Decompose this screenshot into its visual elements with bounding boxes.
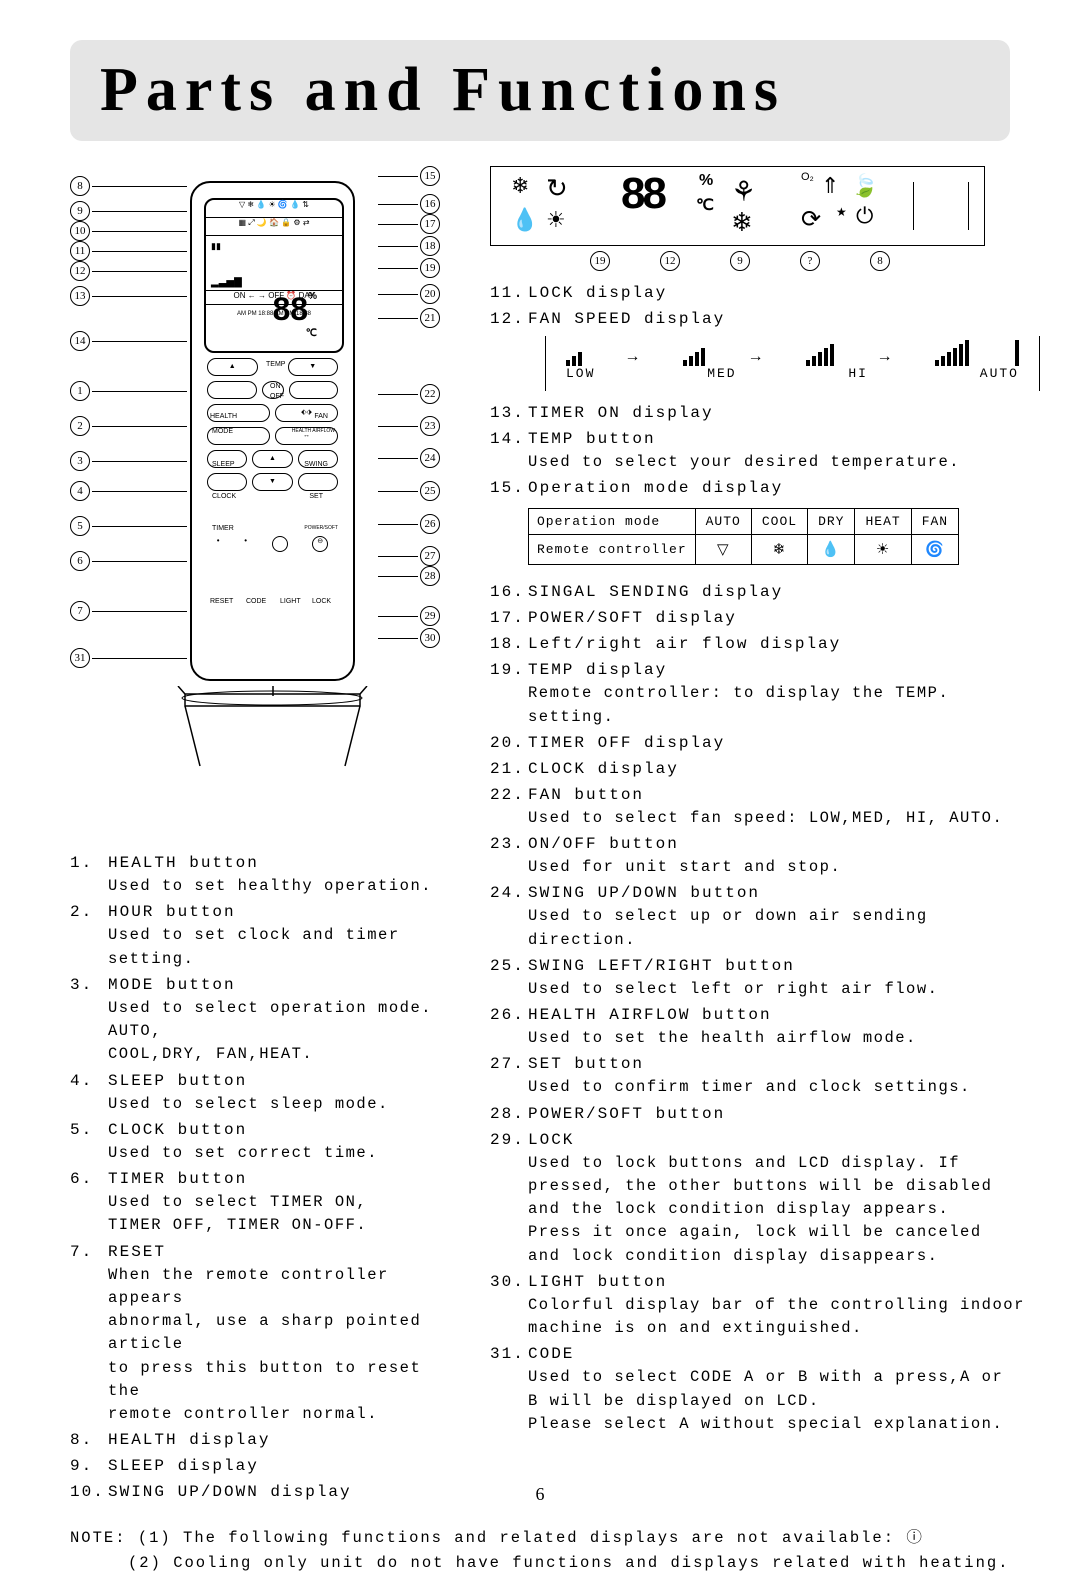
list-item: 26.HEALTH AIRFLOW buttonUsed to set the … [490, 1003, 1040, 1050]
list-item: 13.TIMER ON display [490, 401, 1040, 425]
right-list: 16.SINGAL SENDING display17.POWER/SOFT d… [490, 580, 1040, 1436]
list-item: 23.ON/OFF buttonUsed for unit start and … [490, 832, 1040, 879]
title-bar: Parts and Functions [70, 40, 1010, 141]
right-column: ❄ ↻ 💧 ☀ 88 % ℃ ⚘ ❄ O₂ ⇑ 🍃 ⟳ ★ ⏻ 19129?8 … [490, 166, 1040, 1506]
list-item: 18.Left/right air flow display [490, 632, 1040, 656]
lcd-callouts: 19129?8 [590, 251, 1040, 271]
list-item: 15.Operation mode display [490, 476, 1040, 500]
list-item: 25.SWING LEFT/RIGHT buttonUsed to select… [490, 954, 1040, 1001]
list-item: 16.SINGAL SENDING display [490, 580, 1040, 604]
list-item: 7.RESETWhen the remote controller appear… [70, 1240, 440, 1427]
left-list: 1.HEALTH buttonUsed to set healthy opera… [70, 851, 440, 1504]
list-item: 21.CLOCK display [490, 757, 1040, 781]
list-item: 2.HOUR buttonUsed to set clock and timer… [70, 900, 440, 971]
list-item: 6.TIMER buttonUsed to select TIMER ON,TI… [70, 1167, 440, 1238]
remote-diagram: 891011121314123456731 151617181920212223… [70, 166, 440, 826]
list-item: 28.POWER/SOFT button [490, 1102, 1040, 1126]
list-item: 19.TEMP displayRemote controller: to dis… [490, 658, 1040, 729]
list-item: 22.FAN buttonUsed to select fan speed: L… [490, 783, 1040, 830]
list-item: 14.TEMP buttonUsed to select your desire… [490, 427, 1040, 474]
list-item: 24.SWING UP/DOWN buttonUsed to select up… [490, 881, 1040, 952]
remote-stand [175, 686, 370, 781]
remote-screen: ▽ ❄ 💧 ☀ 🌀 💧 ⇅ ▦ ⤢ 🌙 🏠 🔒 ⚙ ⇄ ▮▮ ▂▃▅▇ 88%℃… [204, 198, 344, 353]
left-column: 891011121314123456731 151617181920212223… [70, 166, 440, 1506]
right-top-list: 11.LOCK display12.FAN SPEED display [490, 281, 1040, 331]
operation-mode-table: Operation modeAUTOCOOLDRYHEATFAN Remote … [528, 508, 959, 565]
list-item: 31.CODEUsed to select CODE A or B with a… [490, 1342, 1040, 1436]
list-item: 1.HEALTH buttonUsed to set healthy opera… [70, 851, 440, 898]
remote-body: ▽ ❄ 💧 ☀ 🌀 💧 ⇅ ▦ ⤢ 🌙 🏠 🔒 ⚙ ⇄ ▮▮ ▂▃▅▇ 88%℃… [190, 181, 355, 681]
list-item: 29.LOCKUsed to lock buttons and LCD disp… [490, 1128, 1040, 1268]
list-item: 5.CLOCK buttonUsed to set correct time. [70, 1118, 440, 1165]
list-item: 20.TIMER OFF display [490, 731, 1040, 755]
note-section: NOTE: (1) The following functions and re… [70, 1526, 1010, 1576]
list-item: 9.SLEEP display [70, 1454, 440, 1478]
page-title: Parts and Functions [100, 55, 980, 126]
right-mid-list: 13.TIMER ON display14.TEMP buttonUsed to… [490, 401, 1040, 500]
list-item: 4.SLEEP buttonUsed to select sleep mode. [70, 1069, 440, 1116]
page-number: 6 [0, 1484, 1080, 1505]
list-item: 27.SET buttonUsed to confirm timer and c… [490, 1052, 1040, 1099]
list-item: 11.LOCK display [490, 281, 1040, 305]
lcd-panel: ❄ ↻ 💧 ☀ 88 % ℃ ⚘ ❄ O₂ ⇑ 🍃 ⟳ ★ ⏻ [490, 166, 985, 246]
list-item: 12.FAN SPEED display [490, 307, 1040, 331]
list-item: 17.POWER/SOFT display [490, 606, 1040, 630]
list-item: 8.HEALTH display [70, 1428, 440, 1452]
list-item: 3.MODE buttonUsed to select operation mo… [70, 973, 440, 1067]
content-columns: 891011121314123456731 151617181920212223… [70, 166, 1010, 1506]
fan-speed-diagram: → → → LOWMEDHIAUTO [545, 336, 1040, 391]
list-item: 30.LIGHT buttonColorful display bar of t… [490, 1270, 1040, 1341]
